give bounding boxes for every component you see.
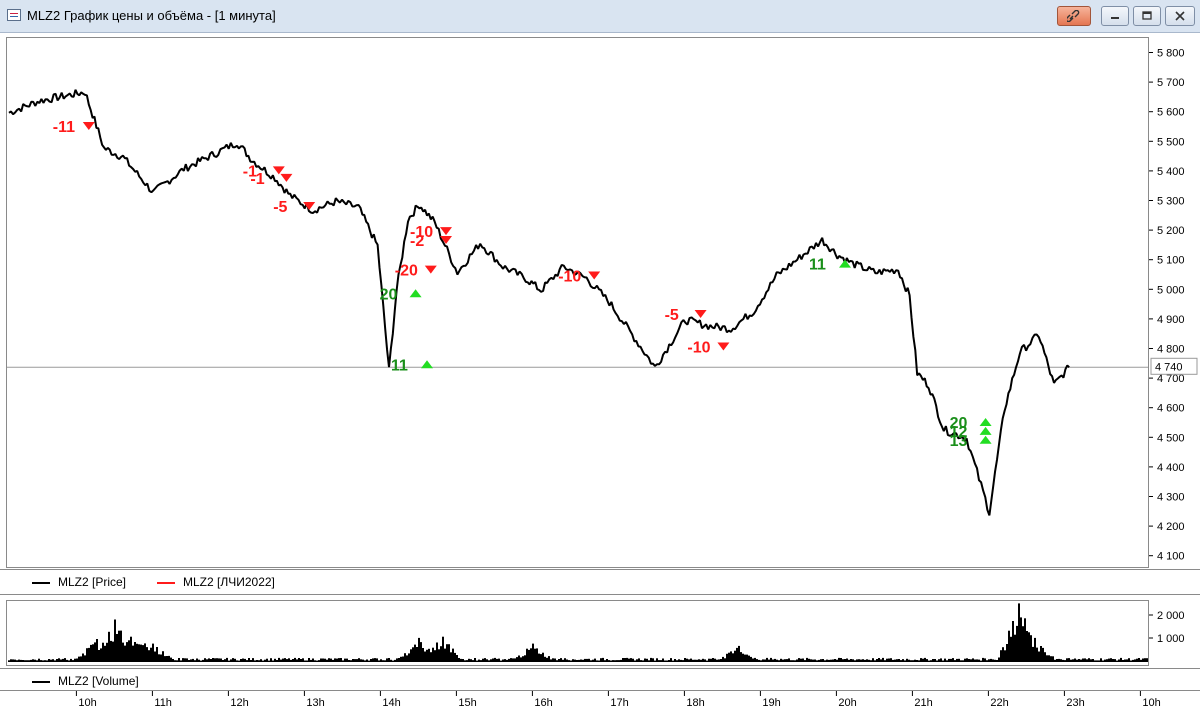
time-tick-label: 18h bbox=[686, 697, 704, 709]
price-tick-label: 4 800 bbox=[1157, 344, 1185, 356]
minimize-icon bbox=[1111, 17, 1119, 19]
buy-marker bbox=[409, 289, 422, 298]
time-tick-label: 15h bbox=[458, 697, 476, 709]
trade-label: 11 bbox=[809, 257, 826, 274]
trade-label: 13 bbox=[950, 433, 968, 450]
buy-marker bbox=[839, 259, 851, 268]
volume-chart-panel[interactable] bbox=[6, 600, 1149, 666]
price-y-axis: 5 800 5 700 5 600 5 500 5 400 5 300 5 200 5 100… bbox=[1149, 48, 1198, 563]
volume-chart bbox=[8, 603, 1148, 662]
buy-marker bbox=[979, 418, 992, 427]
trade-label: -1 bbox=[243, 163, 257, 180]
time-tick-label: 14h bbox=[382, 697, 400, 709]
trade-label: 20 bbox=[950, 415, 968, 432]
time-tick-label: 17h bbox=[610, 697, 628, 709]
trade-label: 12 bbox=[950, 424, 968, 441]
sell-marker bbox=[280, 173, 293, 182]
time-x-axis: 10h 11h 12h 13h 14h 15h 16h 17h 18h 19h 20h 21h 22h 2… bbox=[75, 691, 1161, 709]
price-tick-label: 4 500 bbox=[1157, 432, 1185, 444]
sell-marker bbox=[440, 235, 452, 244]
volume-tick-label: 2 000 bbox=[1157, 610, 1185, 622]
trade-label: -10 bbox=[687, 340, 710, 357]
trade-label: -2 bbox=[410, 233, 424, 250]
trade-label: -1 bbox=[250, 171, 264, 188]
link-icon bbox=[1065, 9, 1080, 23]
price-tick-label: 4 900 bbox=[1157, 314, 1185, 326]
sell-marker bbox=[694, 309, 707, 318]
sell-marker bbox=[717, 342, 730, 351]
maximize-icon bbox=[1142, 11, 1152, 20]
link-button[interactable] bbox=[1057, 6, 1091, 26]
trade-label: -20 bbox=[395, 263, 418, 280]
title-bar: MLZ2 График цены и объёма - [1 минута] bbox=[0, 0, 1200, 33]
trade-label: -5 bbox=[273, 199, 287, 216]
buy-marker bbox=[979, 435, 992, 444]
price-tick-label: 5 600 bbox=[1157, 107, 1185, 119]
price-series-line bbox=[8, 89, 1070, 516]
buy-marker bbox=[979, 426, 992, 435]
time-tick-label: 19h bbox=[762, 697, 780, 709]
sell-marker bbox=[424, 265, 437, 274]
sell-marker bbox=[82, 122, 95, 131]
time-tick-label: 11h bbox=[154, 697, 172, 709]
buy-marker bbox=[421, 360, 433, 369]
volume-y-axis: 2 000 1 000 bbox=[1149, 610, 1185, 645]
indicator-series-swatch bbox=[157, 581, 175, 584]
price-tick-label: 5 000 bbox=[1157, 284, 1185, 296]
volume-series-swatch bbox=[32, 680, 50, 683]
current-price-label: 4 740 bbox=[1155, 361, 1183, 373]
minimize-button[interactable] bbox=[1101, 6, 1129, 26]
sell-marker bbox=[440, 227, 452, 236]
price-tick-label: 5 800 bbox=[1157, 48, 1185, 60]
time-tick-label: 13h bbox=[306, 697, 324, 709]
price-tick-label: 4 600 bbox=[1157, 403, 1185, 415]
chart-window-icon bbox=[7, 9, 21, 21]
volume-tick-label: 1 000 bbox=[1157, 633, 1185, 645]
time-tick-label: 23h bbox=[1066, 697, 1084, 709]
sell-marker bbox=[303, 201, 316, 210]
legend-price: MLZ2 [Price] bbox=[32, 575, 126, 589]
time-tick-label: 21h bbox=[914, 697, 932, 709]
current-price-tag: 4 740 bbox=[1150, 357, 1198, 375]
price-tick-label: 5 200 bbox=[1157, 225, 1185, 237]
price-tick-label: 5 100 bbox=[1157, 255, 1185, 267]
trade-label: -10 bbox=[558, 269, 581, 286]
legend-indicator-label: MLZ2 [ЛЧИ2022] bbox=[183, 575, 275, 589]
price-tick-label: 4 400 bbox=[1157, 462, 1185, 474]
time-tick-label: 10h bbox=[1142, 697, 1160, 709]
price-chart-panel[interactable]: -11 -1 -1 -5 -10 -2 -20 -10 -5 -10 20 11 11 20 12 13 bbox=[6, 37, 1149, 568]
trade-label: -5 bbox=[665, 307, 679, 324]
price-tick-label: 4 300 bbox=[1157, 492, 1185, 504]
price-series-swatch bbox=[32, 581, 50, 584]
trade-label: 20 bbox=[380, 286, 398, 303]
close-icon bbox=[1175, 11, 1185, 21]
price-tick-label: 5 400 bbox=[1157, 166, 1185, 178]
time-tick-label: 16h bbox=[534, 697, 552, 709]
legend-volume-label: MLZ2 [Volume] bbox=[58, 674, 139, 688]
close-button[interactable] bbox=[1165, 6, 1195, 26]
legend-price-label: MLZ2 [Price] bbox=[58, 575, 127, 589]
price-tick-label: 4 700 bbox=[1157, 373, 1185, 385]
price-tick-label: 5 700 bbox=[1157, 77, 1185, 89]
price-tick-label: 5 300 bbox=[1157, 196, 1185, 208]
sell-marker bbox=[588, 271, 601, 280]
maximize-button[interactable] bbox=[1133, 6, 1161, 26]
window-title: MLZ2 График цены и объёма - [1 минута] bbox=[27, 8, 276, 23]
price-tick-label: 4 200 bbox=[1157, 521, 1185, 533]
time-tick-label: 12h bbox=[230, 697, 248, 709]
trade-label: -11 bbox=[53, 119, 75, 136]
trade-label: -10 bbox=[410, 224, 433, 241]
legend-volume: MLZ2 [Volume] bbox=[32, 674, 139, 688]
price-tick-label: 4 100 bbox=[1157, 551, 1185, 563]
trade-label: 11 bbox=[391, 357, 408, 374]
sell-marker bbox=[272, 166, 285, 175]
price-tick-label: 5 500 bbox=[1157, 136, 1185, 148]
time-tick-label: 20h bbox=[838, 697, 856, 709]
time-tick-label: 22h bbox=[990, 697, 1008, 709]
time-tick-label: 10h bbox=[78, 697, 96, 709]
legend-indicator: MLZ2 [ЛЧИ2022] bbox=[157, 575, 275, 589]
